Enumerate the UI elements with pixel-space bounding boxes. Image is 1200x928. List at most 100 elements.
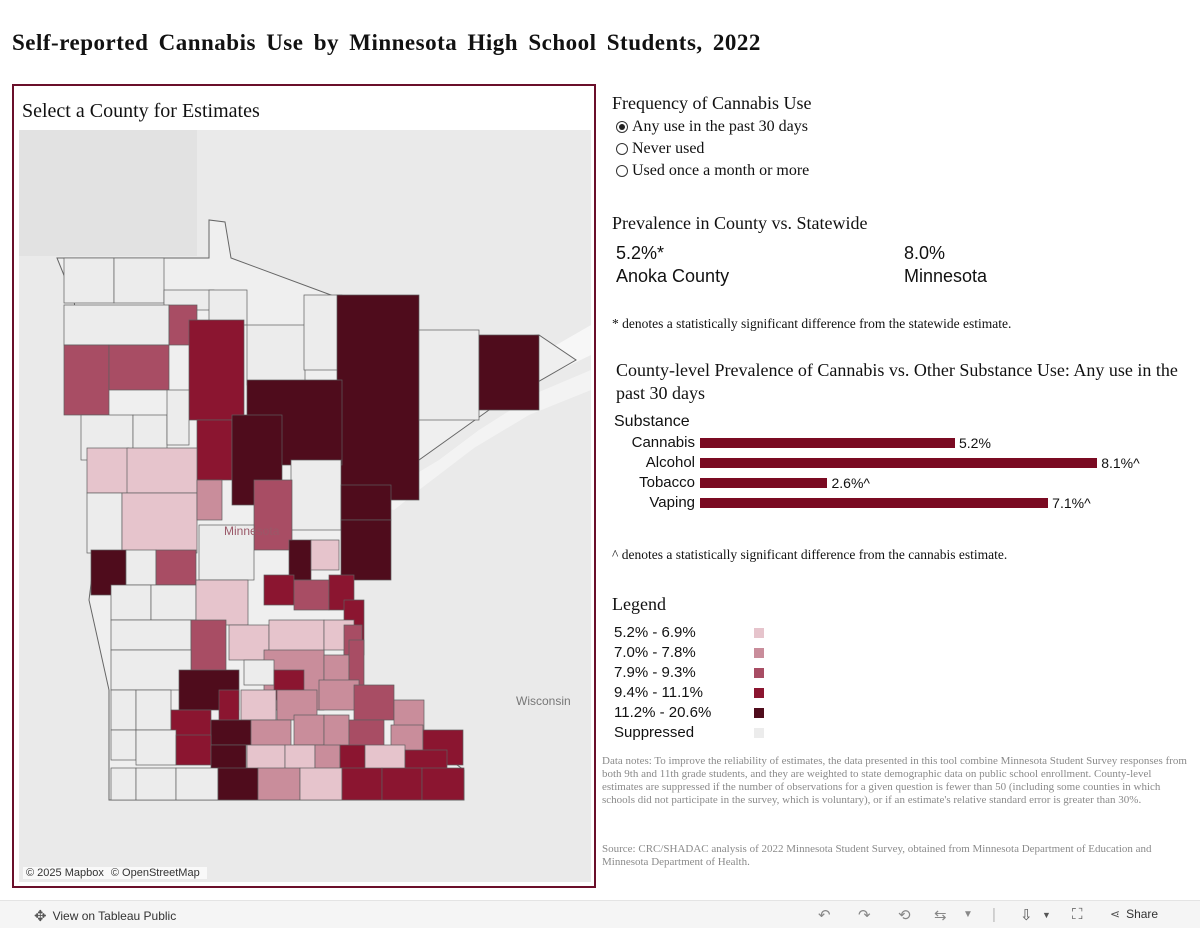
county-90[interactable] (421, 767, 465, 801)
state-value: 8.0% (904, 243, 946, 263)
legend-swatch[interactable] (754, 728, 764, 738)
county-23[interactable] (290, 459, 342, 531)
county-29[interactable] (340, 519, 392, 581)
frequency-option-any[interactable]: Any use in the past 30 days (616, 118, 808, 136)
county-83[interactable] (135, 767, 177, 801)
fullscreen-icon[interactable]: ⛶ (1072, 906, 1083, 923)
county-11[interactable] (418, 329, 480, 421)
county-map-svg[interactable]: Minnesota (19, 130, 591, 882)
toolbar-divider: | (992, 906, 996, 923)
county-21[interactable] (126, 447, 198, 494)
legend-item-label: 7.0% - 7.8% (614, 644, 696, 661)
bar-tobacco[interactable] (700, 478, 828, 488)
pause-dropdown-icon[interactable]: ▼ (963, 909, 973, 920)
county-85[interactable] (217, 767, 259, 801)
legend-swatch[interactable] (754, 708, 764, 718)
radio-selected-icon[interactable] (616, 121, 628, 133)
county-9[interactable] (303, 294, 343, 371)
county-62[interactable] (110, 689, 137, 731)
bar-alcohol[interactable] (700, 458, 1098, 468)
county-59[interactable] (318, 679, 360, 711)
share-button[interactable]: ⋖ Share (1110, 907, 1158, 921)
county-36[interactable] (110, 584, 152, 621)
view-on-tableau-link[interactable]: ✥ View on Tableau Public (34, 907, 176, 925)
frequency-option-monthly[interactable]: Used once a month or more (616, 162, 809, 180)
county-68[interactable] (323, 714, 350, 751)
bar-label-cannabis: Cannabis (631, 434, 695, 451)
county-60[interactable] (353, 684, 395, 721)
osm-credit[interactable]: © OpenStreetMap (110, 867, 200, 879)
radio-icon[interactable] (616, 165, 628, 177)
county-37[interactable] (150, 584, 197, 621)
legend-swatch[interactable] (754, 688, 764, 698)
county-34[interactable] (288, 539, 312, 581)
legend-title: Legend (612, 594, 666, 614)
bar-label-tobacco: Tobacco (639, 474, 695, 491)
county-20[interactable] (86, 447, 130, 494)
county-73[interactable] (135, 729, 177, 766)
county-32[interactable] (155, 549, 197, 586)
county-19[interactable] (196, 419, 233, 481)
cannabis-significance-note: ^ denotes a statistically significant di… (612, 547, 1008, 562)
county-87[interactable] (299, 767, 343, 801)
county-54[interactable] (243, 659, 275, 686)
county-33[interactable] (198, 524, 255, 581)
download-icon[interactable]: ⇩ (1020, 907, 1033, 924)
county-65[interactable] (210, 719, 252, 746)
bar-cannabis[interactable] (700, 438, 955, 448)
undo-icon[interactable]: ↶ (818, 907, 831, 924)
bar-label-vaping: Vaping (649, 494, 695, 511)
revert-icon[interactable]: ⟲ (898, 907, 911, 924)
county-27[interactable] (253, 479, 293, 551)
frequency-option-never[interactable]: Never used (616, 140, 704, 158)
county-35[interactable] (310, 539, 340, 571)
county-13[interactable] (63, 344, 110, 416)
county-82[interactable] (110, 767, 137, 801)
county-63[interactable] (135, 689, 172, 731)
county-49[interactable] (110, 649, 192, 691)
refresh-icon[interactable]: ⇆ (934, 907, 947, 924)
minnesota-label: Minnesota (224, 524, 280, 538)
radio-icon[interactable] (616, 143, 628, 155)
download-dropdown-icon[interactable]: ▼ (1042, 910, 1051, 920)
data-notes: Data notes: To improve the reliability o… (602, 755, 1187, 806)
county-31[interactable] (125, 549, 157, 586)
county-24[interactable] (86, 492, 123, 554)
county-89[interactable] (381, 767, 423, 801)
county-38[interactable] (195, 579, 249, 626)
legend-swatch[interactable] (754, 648, 764, 658)
mapbox-credit[interactable]: © 2025 Mapbox (26, 867, 104, 879)
county-8[interactable] (246, 324, 306, 386)
county-74[interactable] (175, 734, 212, 766)
bar-label-alcohol: Alcohol (645, 454, 695, 471)
county-7[interactable] (188, 319, 245, 421)
dashboard-title: Self-reported Cannabis Use by Minnesota … (12, 30, 761, 55)
county-2[interactable] (113, 257, 165, 304)
county-28[interactable] (340, 484, 392, 521)
legend-swatch[interactable] (754, 628, 764, 638)
county-86[interactable] (257, 767, 301, 801)
state-name: Minnesota (904, 266, 988, 286)
county-43[interactable] (110, 619, 192, 651)
county-map[interactable]: Minnesota Wisconsin © 2025 Mapbox © Open… (19, 130, 591, 882)
county-40[interactable] (293, 579, 330, 611)
county-57[interactable] (240, 689, 277, 721)
county-18[interactable] (166, 389, 190, 446)
redo-icon[interactable]: ↷ (858, 907, 871, 924)
legend-swatch[interactable] (754, 668, 764, 678)
county-72[interactable] (110, 729, 137, 761)
county-14[interactable] (108, 344, 170, 391)
county-26[interactable] (196, 479, 223, 521)
frequency-option-label: Used once a month or more (632, 162, 810, 179)
county-12[interactable] (478, 334, 540, 411)
county-10[interactable] (336, 294, 420, 501)
bar-vaping[interactable] (700, 498, 1049, 508)
county-45[interactable] (228, 624, 270, 661)
county-84[interactable] (175, 767, 219, 801)
county-5[interactable] (63, 304, 170, 346)
county-25[interactable] (121, 492, 198, 554)
county-67[interactable] (293, 714, 325, 746)
county-1[interactable] (63, 257, 115, 304)
county-88[interactable] (341, 767, 383, 801)
county-39[interactable] (263, 574, 295, 606)
